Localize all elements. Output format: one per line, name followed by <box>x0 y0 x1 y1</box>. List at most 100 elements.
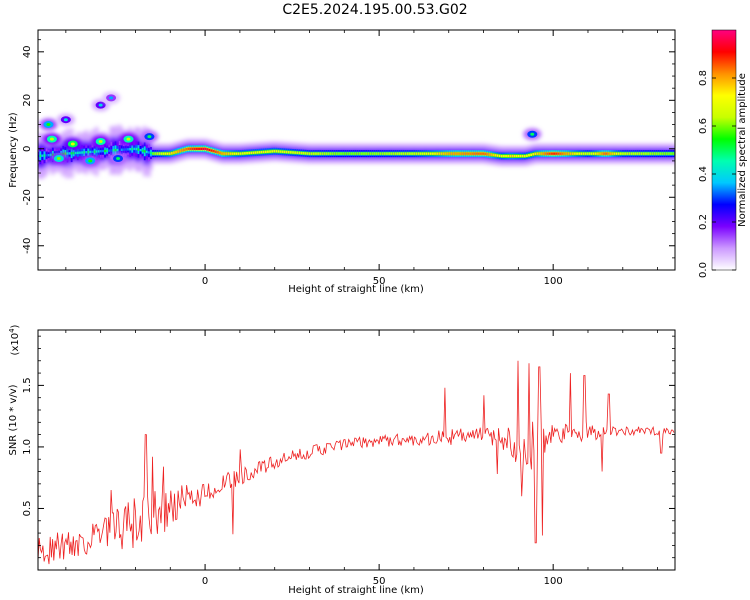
ridge-cell <box>528 154 530 157</box>
ridge-cell <box>381 152 384 155</box>
ridge-cell <box>208 148 211 152</box>
ridge-cell <box>356 152 359 155</box>
ridge-cell <box>432 152 434 155</box>
spectral-blob <box>147 135 152 139</box>
ridge-cell <box>72 151 75 155</box>
ridge-cell <box>104 149 106 153</box>
ridge-cell <box>603 152 606 155</box>
snr-xtick-label: 0 <box>202 576 208 587</box>
ridge-cell <box>540 152 543 155</box>
ridge-cell <box>74 151 77 155</box>
ridge-cell <box>544 152 547 155</box>
ridge-cell <box>310 152 313 155</box>
ridge-cell <box>482 152 484 155</box>
ridge-cell <box>264 150 267 154</box>
ridge-cell <box>292 151 294 154</box>
ridge-cell <box>99 150 102 153</box>
ridge-cell <box>45 154 48 157</box>
ridge-cell <box>202 147 205 150</box>
spectrogram-xtick-label: 50 <box>373 276 386 287</box>
ridge-cell <box>112 149 115 152</box>
ridge-cell <box>459 152 461 155</box>
ridge-cell <box>162 152 165 155</box>
colorbar: 0.0 0.2 0.4 0.6 0.8 Normalized spectral ampl… <box>698 29 748 278</box>
snr-panel: 0 50 100 0.5 1.0 1.5 Height of straight line … <box>8 324 676 596</box>
spectrogram-xtick-label: 0 <box>202 276 208 287</box>
ridge-cell <box>649 152 652 155</box>
ridge-cell <box>204 147 207 150</box>
ridge-cell <box>668 152 670 155</box>
ridge-cell <box>624 152 626 155</box>
ridge-cell <box>179 149 182 153</box>
ridge-cell <box>465 152 468 155</box>
ridge-cell <box>160 152 163 155</box>
ridge-cell <box>335 152 338 155</box>
snr-series-line <box>38 360 675 565</box>
ridge-cell <box>131 147 134 151</box>
ridge-cell <box>108 149 111 152</box>
ridge-cell <box>300 151 303 155</box>
ridge-cell <box>670 152 672 155</box>
ridge-cell <box>189 147 192 150</box>
ridge-cell <box>252 151 255 154</box>
ridge-cell <box>609 152 612 155</box>
ridge-cell <box>196 147 198 150</box>
ridge-cell <box>651 152 654 155</box>
ridge-cell <box>661 152 664 155</box>
ridge-cell <box>538 152 541 155</box>
ridge-cell <box>275 150 278 153</box>
ridge-cell <box>254 151 257 154</box>
ridge-cell <box>505 154 507 158</box>
ridge-cell <box>388 152 390 155</box>
ridge-cell <box>530 153 532 156</box>
ridge-cell <box>379 152 382 155</box>
ridge-cell <box>463 152 466 155</box>
ridge-cell <box>331 152 334 155</box>
ridge-cell <box>79 151 81 154</box>
ridge-cell <box>475 152 478 155</box>
spectrogram-heat <box>38 91 675 180</box>
ridge-cell <box>563 152 566 155</box>
ridge-cell <box>47 153 50 157</box>
colorbar-tick-label: 0.0 <box>698 262 709 278</box>
ridge-cell <box>89 150 92 154</box>
ridge-cell <box>461 152 464 155</box>
ridge-cell <box>83 151 86 154</box>
ridge-cell <box>394 152 397 155</box>
ridge-cell <box>663 152 666 155</box>
ridge-cell <box>557 152 560 155</box>
ridge-cell <box>139 148 142 152</box>
ridge-cell <box>106 149 109 152</box>
ridge-cell <box>237 152 240 155</box>
ridge-cell <box>429 152 432 155</box>
ridge-cell <box>164 152 167 155</box>
ridge-cell <box>147 151 150 154</box>
spectrogram-ytick-label: -40 <box>22 238 33 254</box>
ridge-cell <box>553 152 555 155</box>
ridge-cell <box>319 152 322 155</box>
ridge-cell <box>129 147 131 151</box>
ridge-cell <box>145 150 148 154</box>
spectral-blob <box>109 96 114 100</box>
ridge-cell <box>296 151 299 154</box>
ridge-cell <box>392 152 395 155</box>
ridge-cell <box>233 152 236 155</box>
ridge-cell <box>377 152 380 155</box>
ridge-cell <box>229 152 232 155</box>
ridge-cell <box>49 153 52 157</box>
spectral-blob <box>98 140 103 144</box>
ridge-cell <box>400 152 403 155</box>
ridge-cell <box>239 152 242 155</box>
ridge-cell <box>260 150 263 154</box>
ridge-cell <box>440 152 443 155</box>
ridge-cell <box>622 152 624 155</box>
ridge-cell <box>290 151 292 154</box>
ridge-cell <box>490 153 493 156</box>
ridge-cell <box>369 152 372 155</box>
ridge-cell <box>500 154 503 158</box>
ridge-cell <box>168 152 171 155</box>
ridge-cell <box>312 152 315 155</box>
ridge-cell <box>655 152 658 155</box>
ridge-cell <box>507 154 510 158</box>
ridge-cell <box>409 152 411 155</box>
